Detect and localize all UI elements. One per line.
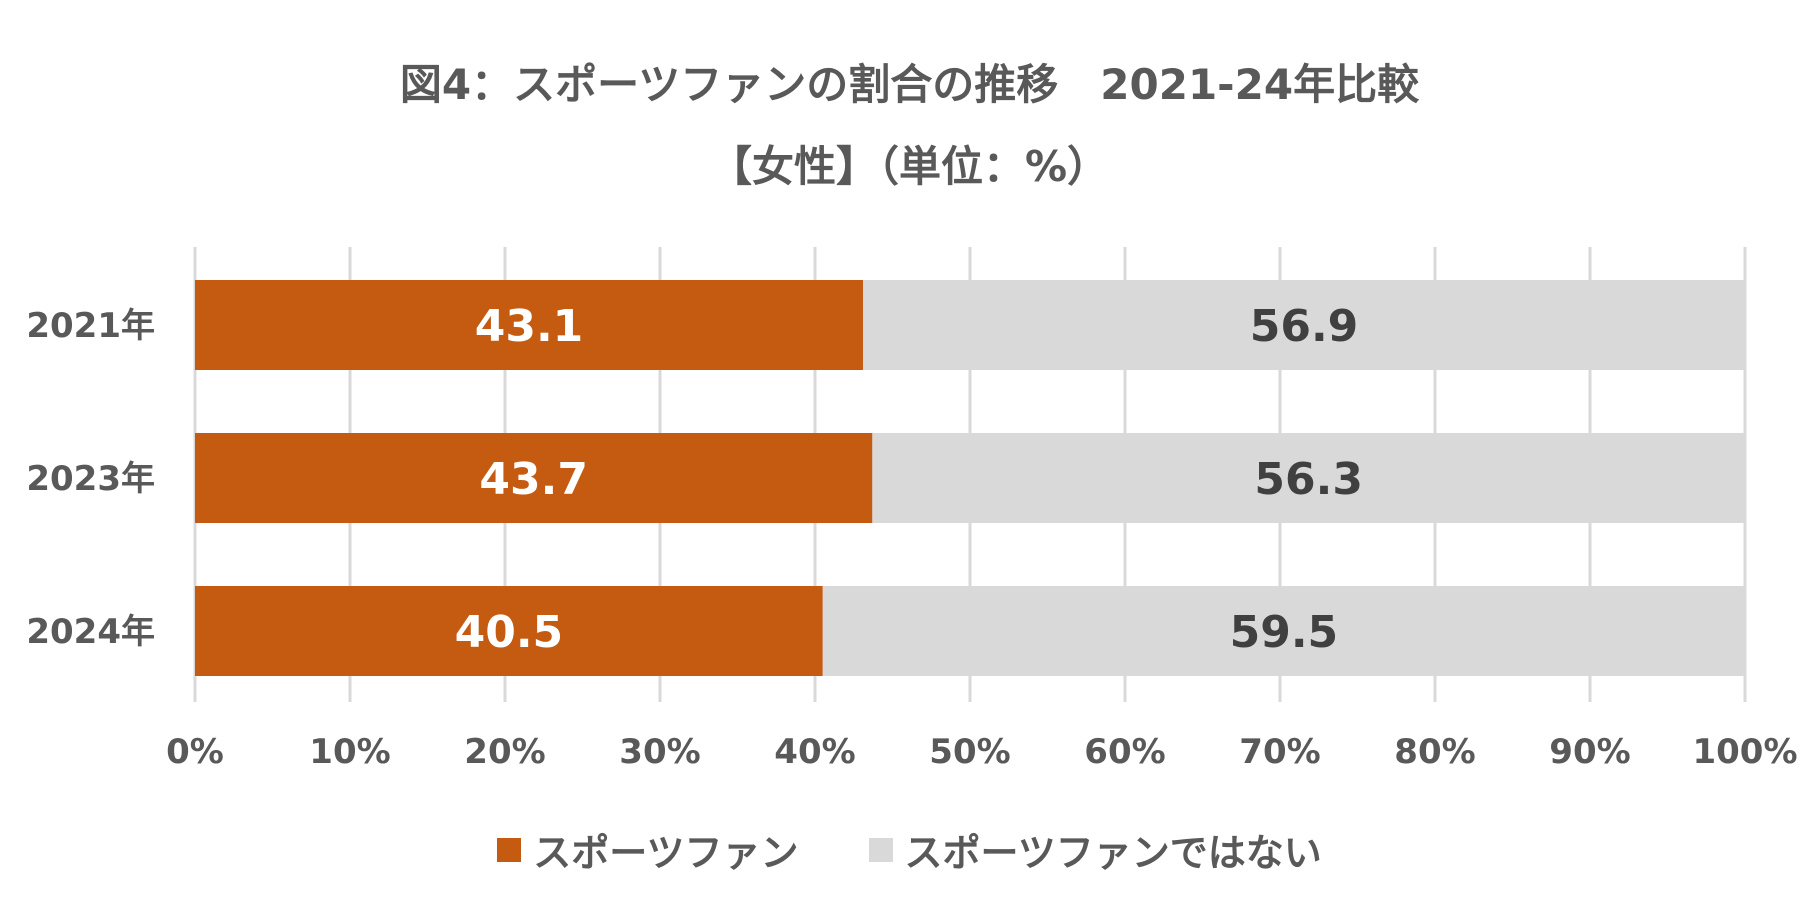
bar-segment bbox=[195, 586, 823, 676]
data-label: 40.5 bbox=[455, 607, 564, 658]
x-tick-label: 0% bbox=[166, 732, 224, 772]
bar-layer bbox=[195, 280, 1745, 676]
x-tick-label: 100% bbox=[1692, 732, 1797, 772]
subtitle-line: 【女性】（単位：%） bbox=[709, 142, 1110, 191]
data-label: 43.7 bbox=[479, 454, 588, 505]
x-tick-label: 80% bbox=[1394, 732, 1475, 772]
category-label: 2021年 bbox=[26, 306, 155, 346]
data-label: 56.9 bbox=[1250, 301, 1359, 352]
bar-segment bbox=[863, 280, 1745, 370]
x-tick-label: 10% bbox=[309, 732, 390, 772]
x-tick-label: 20% bbox=[464, 732, 545, 772]
x-tick-label: 40% bbox=[774, 732, 855, 772]
bar-segment bbox=[195, 433, 873, 523]
legend-label-fan: スポーツファン bbox=[533, 831, 799, 875]
x-tick-label: 50% bbox=[929, 732, 1010, 772]
category-label: 2024年 bbox=[26, 612, 155, 652]
title-line: 図4：スポーツファンの割合の推移 2021-24年比較 bbox=[399, 60, 1420, 109]
chart-title: 図4：スポーツファンの割合の推移 2021-24年比較 【女性】（単位：%） bbox=[0, 44, 1819, 208]
legend-swatch-fan bbox=[497, 837, 522, 862]
x-tick-label: 60% bbox=[1084, 732, 1165, 772]
data-label: 56.3 bbox=[1254, 454, 1363, 505]
bar-segment bbox=[195, 280, 864, 370]
x-tick-label: 70% bbox=[1239, 732, 1320, 772]
legend-item-fan: スポーツファン bbox=[497, 822, 799, 877]
bar-segment bbox=[822, 586, 1745, 676]
label-layer: 0% 10% 20% 30% 40% 50% 60% 70% 80% 90% 100% 43.1 56.… bbox=[26, 301, 1797, 772]
legend-item-non-fan: スポーツファンではない bbox=[868, 822, 1322, 877]
x-tick-label: 30% bbox=[619, 732, 700, 772]
data-label: 43.1 bbox=[475, 301, 584, 352]
legend-label-non-fan: スポーツファンではない bbox=[904, 831, 1322, 875]
bar-segment bbox=[872, 433, 1745, 523]
x-tick-label: 90% bbox=[1549, 732, 1630, 772]
data-label: 59.5 bbox=[1230, 607, 1339, 658]
category-label: 2023年 bbox=[26, 459, 155, 499]
legend-swatch-non-fan bbox=[868, 837, 893, 862]
legend: スポーツファン スポーツファンではない bbox=[0, 822, 1819, 877]
